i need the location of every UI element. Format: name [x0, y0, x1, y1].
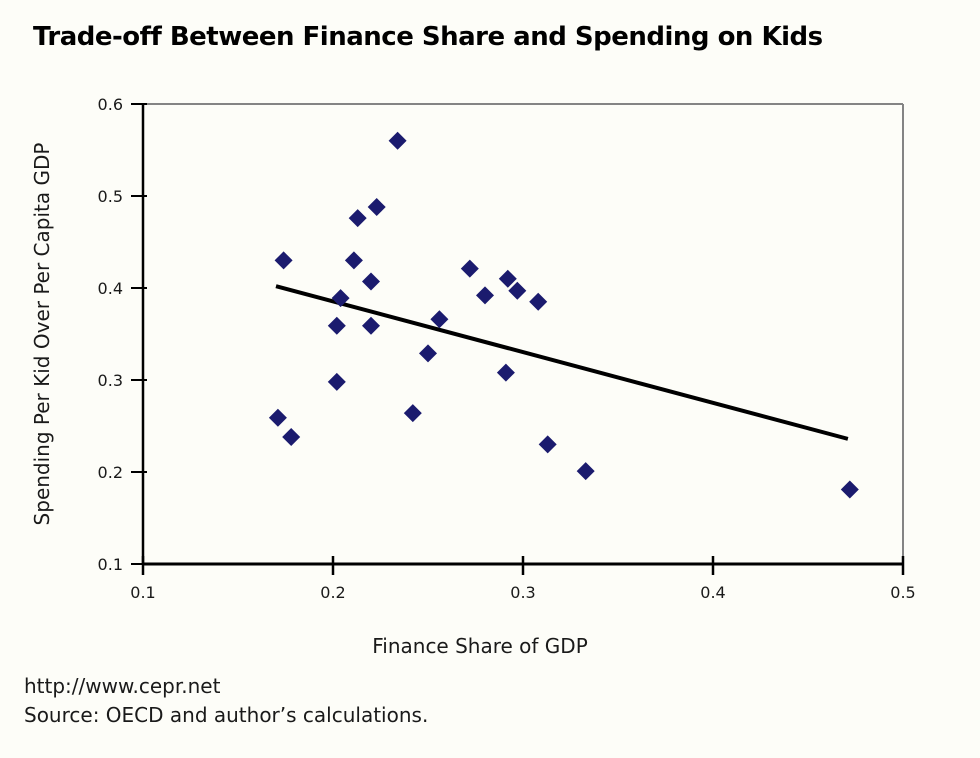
- y-tick-label: 0.6: [98, 95, 123, 114]
- x-tick-label: 0.4: [700, 583, 725, 602]
- data-point: [498, 269, 517, 288]
- data-point: [348, 209, 367, 228]
- footer-source: Source: OECD and author’s calculations.: [24, 703, 429, 727]
- chart-title: Trade-off Between Finance Share and Spen…: [33, 22, 823, 52]
- data-point: [476, 286, 494, 305]
- x-axis-label: Finance Share of GDP: [372, 634, 588, 658]
- data-point: [419, 344, 437, 363]
- data-point: [430, 310, 449, 329]
- y-tick-label: 0.3: [98, 371, 123, 390]
- footer-url: http://www.cepr.net: [24, 674, 221, 698]
- data-point: [508, 281, 527, 300]
- data-point: [460, 259, 479, 278]
- data-point: [362, 316, 380, 335]
- y-tick-label: 0.4: [98, 279, 123, 298]
- x-tick-label: 0.5: [890, 583, 915, 602]
- data-point: [840, 480, 859, 499]
- x-tick-label: 0.1: [130, 583, 155, 602]
- data-point: [529, 292, 548, 311]
- data-point: [274, 251, 293, 270]
- data-point: [327, 316, 346, 335]
- data-point: [403, 404, 422, 423]
- data-point: [388, 131, 407, 150]
- data-point: [362, 272, 380, 291]
- x-tick-label: 0.2: [320, 583, 345, 602]
- trend-line: [275, 284, 849, 441]
- data-point: [496, 363, 515, 382]
- data-point: [367, 198, 386, 217]
- data-point: [344, 251, 363, 270]
- data-point: [268, 408, 287, 427]
- data-point: [538, 435, 557, 454]
- y-tick-label: 0.2: [98, 463, 123, 482]
- data-point: [282, 428, 301, 447]
- x-tick-label: 0.3: [510, 583, 535, 602]
- data-point: [576, 462, 595, 481]
- data-point: [331, 289, 350, 308]
- y-tick-label: 0.1: [98, 555, 123, 574]
- y-tick-label: 0.5: [98, 187, 123, 206]
- data-point: [327, 372, 346, 391]
- y-axis-label: Spending Per Kid Over Per Capita GDP: [30, 142, 54, 526]
